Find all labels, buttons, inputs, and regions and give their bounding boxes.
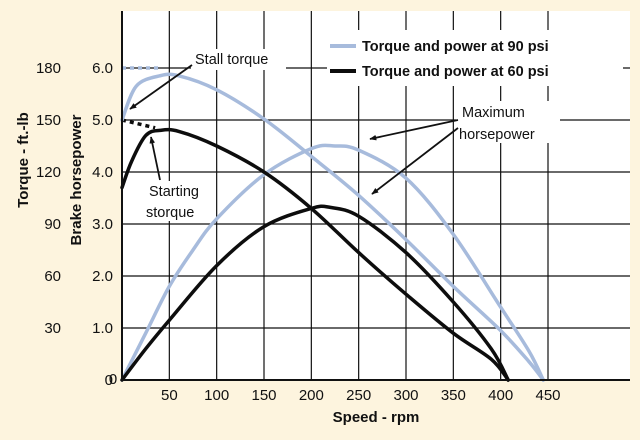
torque-tick-label: 150 [36, 112, 61, 129]
max-hp-arrow-90psi [369, 119, 459, 141]
starting-torque-arrow [149, 136, 161, 181]
torque-curve-60psi [120, 127, 510, 382]
horsepower-tick-label: 2.0 [92, 268, 113, 285]
annotation-stall-torque: Stall torque [129, 49, 286, 110]
x-tick-label: 250 [346, 387, 371, 404]
x-tick-label: 400 [488, 387, 513, 404]
horsepower-curve-60psi [120, 204, 510, 382]
horsepower-tick-label: 1.0 [92, 320, 113, 337]
annotation-maximum-horsepower: Maximum horsepower [369, 101, 560, 195]
x-tick-label: 450 [535, 387, 560, 404]
x-tick-label: 50 [161, 387, 178, 404]
stall-torque-label: Stall torque [195, 52, 268, 68]
max-hp-label-line2: horsepower [459, 127, 535, 143]
legend-label-90psi: Torque and power at 90 psi [362, 39, 549, 55]
torque-tick-label: 60 [44, 268, 61, 285]
torque-axis-title: Torque - ft.-lb [15, 112, 32, 208]
x-tick-label-origin: 0 [109, 371, 117, 388]
torque-tick-label: 120 [36, 164, 61, 181]
torque-tick-label: 90 [44, 216, 61, 233]
max-hp-arrow-60psi [371, 127, 459, 195]
legend: Torque and power at 90 psi Torque and po… [327, 30, 623, 86]
x-tick-label: 200 [299, 387, 324, 404]
horsepower-tick-label: 3.0 [92, 216, 113, 233]
x-tick-label: 300 [393, 387, 418, 404]
x-tick-label: 150 [251, 387, 276, 404]
starting-torque-label-line1: Starting [149, 184, 199, 200]
x-tick-label: 350 [441, 387, 466, 404]
stall-torque-arrow [129, 64, 193, 110]
max-hp-label-line1: Maximum [462, 105, 525, 121]
starting-torque-label-line2: storque [146, 205, 194, 221]
stall-torque-line-60psi [121, 118, 156, 130]
torque-tick-label: 30 [44, 320, 61, 337]
horsepower-tick-label: 4.0 [92, 164, 113, 181]
tick-labels: 50 100 150 200 250 300 350 400 450 00 1.0 2.0 3.0 4.0… [36, 60, 561, 404]
horsepower-tick-label: 6.0 [92, 60, 113, 77]
data-curves [120, 66, 546, 382]
torque-tick-label: 180 [36, 60, 61, 77]
horsepower-curve-90psi [120, 143, 546, 382]
x-tick-label: 100 [204, 387, 229, 404]
horsepower-tick-label: 0 [105, 372, 113, 389]
horsepower-tick-label: 5.0 [92, 112, 113, 129]
stall-torque-label-bg [191, 49, 286, 70]
legend-background [327, 30, 623, 86]
legend-label-60psi: Torque and power at 60 psi [362, 64, 549, 80]
torque-curve-90psi [120, 72, 546, 382]
horsepower-axis-title: Brake horsepower [68, 114, 85, 245]
x-axis-title: Speed - rpm [333, 409, 420, 426]
max-hp-label-bg [456, 101, 560, 143]
starting-torque-label-bg [145, 181, 211, 221]
annotation-starting-torque: Starting storque [145, 136, 211, 221]
